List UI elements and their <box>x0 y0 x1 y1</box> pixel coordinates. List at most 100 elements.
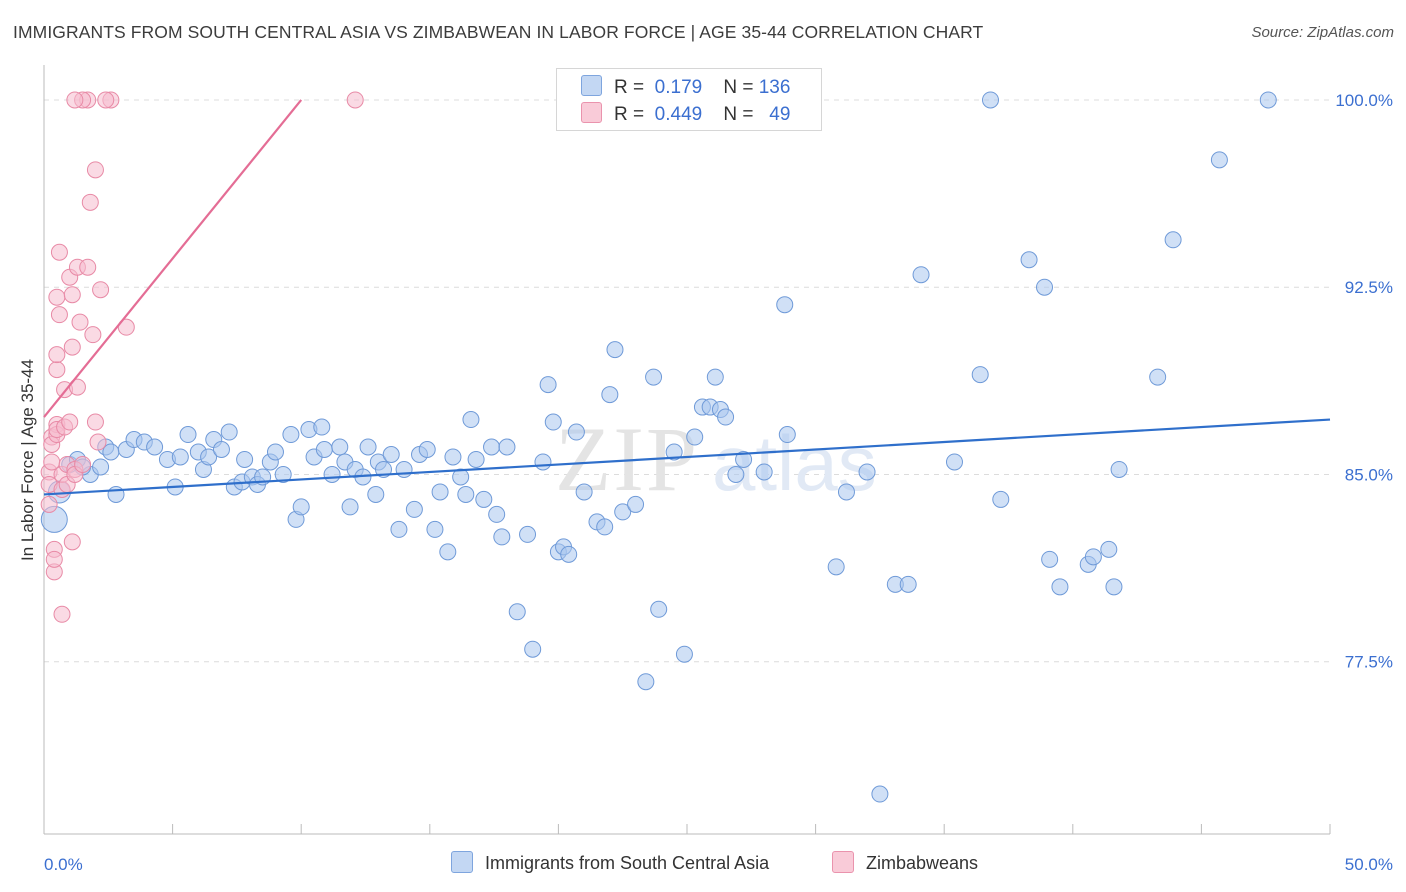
blue-point <box>601 386 619 404</box>
x-tick-label: 0.0% <box>44 855 83 874</box>
tick-labels: 77.5% 85.0% 92.5% 100.0% 0.0% 50.0% <box>44 91 1393 874</box>
blue-point <box>452 468 470 486</box>
pink-point <box>40 495 58 513</box>
blue-point <box>871 785 889 803</box>
blue-point <box>282 426 300 444</box>
pink-point <box>50 306 68 324</box>
blue-point <box>539 376 557 394</box>
x-tick-label: 50.0% <box>1345 855 1393 874</box>
blue-point <box>1084 548 1102 566</box>
blue-point <box>1110 460 1128 478</box>
blue-point <box>606 341 624 359</box>
blue-point <box>315 441 333 458</box>
blue-point <box>567 423 585 441</box>
pink-point <box>74 455 92 473</box>
blue-point <box>706 368 724 386</box>
pink-point <box>84 326 102 344</box>
y-tick-label: 100.0% <box>1335 91 1393 110</box>
pink-point <box>86 413 104 431</box>
legend-r-value: 0.449 <box>654 104 703 125</box>
blue-point <box>686 428 704 446</box>
blue-point <box>650 600 668 618</box>
watermark: ZIP atlas <box>555 408 877 510</box>
legend-swatch-blue <box>581 75 602 96</box>
pink-point <box>63 533 81 551</box>
blue-point <box>1259 91 1277 109</box>
legend-n-label: N = <box>723 104 754 125</box>
blue-point <box>200 448 218 466</box>
pink-point <box>92 281 110 299</box>
legend-n-value: 49 <box>769 104 791 125</box>
y-tick-label: 85.0% <box>1345 465 1393 484</box>
legend-row-blue: R = 0.179 N = 136 <box>581 75 790 101</box>
blue-point <box>945 453 963 471</box>
pink-point <box>50 243 68 261</box>
pink-point <box>81 193 99 211</box>
blue-point <box>778 426 796 444</box>
pink-point <box>48 346 66 364</box>
blue-point <box>675 645 693 663</box>
y-axis-title: In Labor Force | Age 35-44 <box>18 359 37 561</box>
blue-point <box>439 543 457 561</box>
blue-point <box>534 453 552 471</box>
blue-point <box>359 438 377 456</box>
pink-point <box>71 313 89 331</box>
pink-point <box>45 550 63 568</box>
blue-point <box>475 490 493 508</box>
blue-point <box>519 525 537 543</box>
blue-point <box>717 408 735 426</box>
pink-point <box>63 286 81 304</box>
pink-series <box>40 91 364 623</box>
blue-point <box>323 465 341 483</box>
blue-point <box>1105 578 1123 596</box>
blue-point <box>544 413 562 431</box>
legend-swatch-pink <box>581 102 602 123</box>
blue-point <box>524 640 542 658</box>
blue-point <box>418 441 436 458</box>
pink-point <box>79 258 97 276</box>
blue-point <box>179 426 197 444</box>
stats-legend: R = 0.179 N = 136 R = 0.449 N = 49 <box>556 68 822 131</box>
legend-r-value: 0.179 <box>654 77 703 98</box>
pink-point <box>48 288 66 306</box>
y-tick-label: 77.5% <box>1345 653 1393 672</box>
blue-point <box>827 558 845 576</box>
blue-point <box>755 463 773 481</box>
blue-point <box>331 438 349 456</box>
blue-point <box>395 460 413 478</box>
blue-point <box>498 438 516 456</box>
blue-point <box>912 266 930 284</box>
pink-point <box>48 361 66 379</box>
blue-point <box>614 503 632 521</box>
legend-n-label: N = <box>723 77 754 98</box>
blue-point <box>1100 540 1118 558</box>
blue-point <box>1149 368 1167 386</box>
blue-point <box>575 483 593 501</box>
gridlines <box>44 99 1330 663</box>
series-swatch-pink <box>832 851 854 873</box>
blue-point <box>776 296 794 314</box>
blue-point <box>292 498 310 516</box>
blue-point <box>367 485 385 503</box>
y-tick-label: 92.5% <box>1345 278 1393 297</box>
blue-point <box>735 450 753 468</box>
blue-point <box>1164 231 1182 249</box>
blue-point <box>212 441 230 458</box>
source-label: Source: ZipAtlas.com <box>1251 24 1394 41</box>
blue-point <box>431 483 449 501</box>
blue-series <box>40 91 1277 803</box>
blue-point <box>981 91 999 109</box>
legend-n-value: 136 <box>758 77 791 98</box>
blue-point <box>560 545 578 563</box>
blue-point <box>1210 151 1228 169</box>
blue-point <box>390 520 408 538</box>
series-swatch-blue <box>451 851 473 873</box>
blue-point <box>637 673 655 691</box>
blue-point <box>462 411 480 429</box>
blue-trend-line <box>43 418 1331 496</box>
pink-point <box>346 91 364 109</box>
blue-point <box>405 500 423 518</box>
legend-r-label: R = <box>614 77 645 98</box>
blue-point <box>483 438 501 456</box>
blue-point <box>444 448 462 466</box>
